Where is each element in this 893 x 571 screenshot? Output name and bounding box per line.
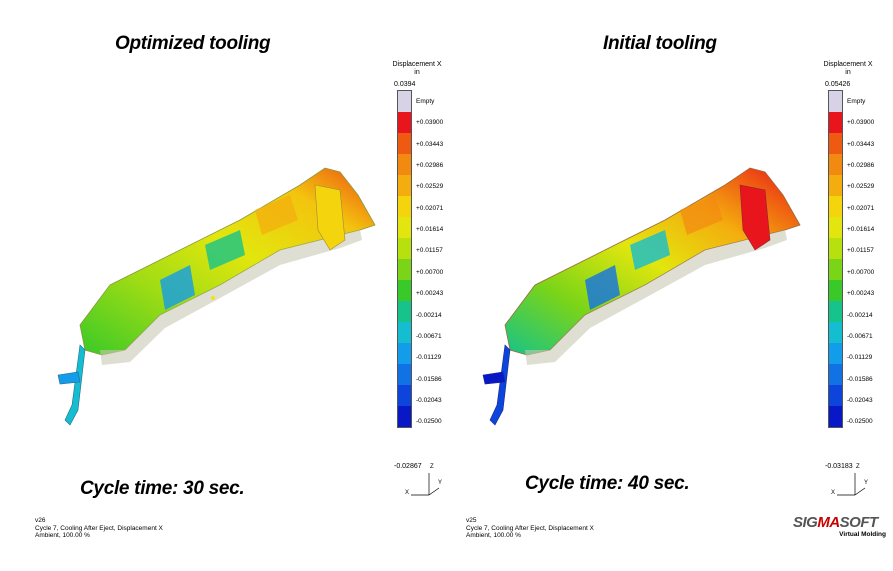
legend-color-swatch [829,301,842,322]
legend-color-swatch [398,301,411,322]
legend-color-swatch [398,280,411,301]
axis-y-label: Y [438,480,443,486]
legend-min-value: -0.03183 [825,463,853,470]
right-cycle-time: Cycle time: 40 sec. [525,473,690,494]
legend-label: +0.00243 [847,290,875,298]
legend-label: +0.01614 [847,226,875,234]
legend-label: +0.03443 [416,140,444,148]
legend-color-swatch [398,406,411,427]
legend-color-swatch [398,238,411,259]
legend-label: +0.01614 [416,226,444,234]
left-axis-triad: Z X Y [405,463,445,503]
left-part-render [57,167,376,426]
right-footer: v25 Cycle 7, Cooling After Eject, Displa… [466,517,594,539]
legend-label: -0.01129 [847,354,873,362]
legend-max-value: 0.0394 [394,81,416,88]
legend-color-swatch [829,175,842,196]
legend-header: Displacement X in [823,61,873,76]
legend-color-swatch [829,385,842,406]
legend-label: +0.02529 [416,183,444,191]
legend-label: +0.02986 [847,162,875,170]
legend-label: Empty [416,98,435,105]
legend-label: -0.02500 [847,418,873,426]
legend-label: -0.01129 [416,354,442,362]
left-footer: v26 Cycle 7, Cooling After Eject, Displa… [35,517,163,539]
legend-color-swatch [398,175,411,196]
legend-min-value: -0.02867 [394,463,422,470]
legend-color-swatch [398,154,411,175]
legend-label: -0.00214 [416,311,442,319]
legend-label: -0.01586 [847,375,873,383]
legend-label: +0.03900 [416,119,444,127]
left-cycle-time: Cycle time: 30 sec. [80,478,245,499]
legend-color-bar [828,90,843,428]
legend-label: -0.00671 [847,332,873,340]
legend-label: -0.01586 [416,375,442,383]
legend-color-swatch [398,196,411,217]
legend-max-value: 0.05426 [825,81,851,88]
legend-label: -0.00671 [416,332,442,340]
legend-label: +0.02529 [847,183,875,191]
legend-color-swatch [829,322,842,343]
legend-color-swatch [398,112,411,133]
legend-color-swatch [829,280,842,301]
axis-z-label: Z [430,464,434,470]
left-panel-title: Optimized tooling [115,33,271,54]
legend-color-swatch [829,196,842,217]
legend-label: +0.00243 [416,290,444,298]
legend-label: +0.01157 [416,247,443,255]
right-legend: Displacement X in 0.05426 Empty +0.03900 +… [823,61,893,541]
legend-color-swatch [398,91,411,112]
legend-label: -0.02043 [847,396,873,404]
legend-header: Displacement X in [392,61,442,76]
legend-color-swatch [398,364,411,385]
legend-color-swatch [829,91,842,112]
legend-color-swatch [398,217,411,238]
axis-x-label: X [405,490,410,496]
legend-label: +0.00700 [847,268,875,276]
legend-color-swatch [398,133,411,154]
legend-label: +0.00700 [416,268,444,276]
legend-label: +0.01157 [847,247,874,255]
left-legend: Displacement X in 0.0394 Empty +0.03900 +0… [392,61,472,541]
legend-label: -0.02500 [416,418,442,426]
legend-label: Empty [847,98,866,105]
legend-label: +0.03443 [847,140,875,148]
right-axis-triad: Z X Y [831,463,871,503]
legend-label: +0.03900 [847,119,875,127]
legend-label: -0.00214 [847,311,873,319]
legend-color-swatch [829,343,842,364]
legend-color-swatch [398,343,411,364]
sigmasoft-logo: SIGMASOFT Virtual Molding [793,514,886,538]
legend-color-swatch [398,385,411,406]
legend-color-swatch [829,112,842,133]
legend-color-swatch [398,322,411,343]
legend-label: +0.02986 [416,162,444,170]
legend-color-swatch [829,154,842,175]
legend-color-swatch [829,238,842,259]
legend-color-swatch [829,364,842,385]
right-panel-title: Initial tooling [603,33,717,54]
axis-y-label: Y [864,480,869,486]
legend-label: +0.02071 [416,204,444,212]
axis-x-label: X [831,490,836,496]
legend-color-swatch [829,217,842,238]
legend-label: +0.02071 [847,204,875,212]
legend-color-swatch [829,133,842,154]
legend-color-swatch [398,259,411,280]
axis-z-label: Z [856,464,860,470]
right-part-render [482,167,801,426]
legend-color-swatch [829,259,842,280]
legend-color-swatch [829,406,842,427]
legend-label: -0.02043 [416,396,442,404]
legend-color-bar [397,90,412,428]
